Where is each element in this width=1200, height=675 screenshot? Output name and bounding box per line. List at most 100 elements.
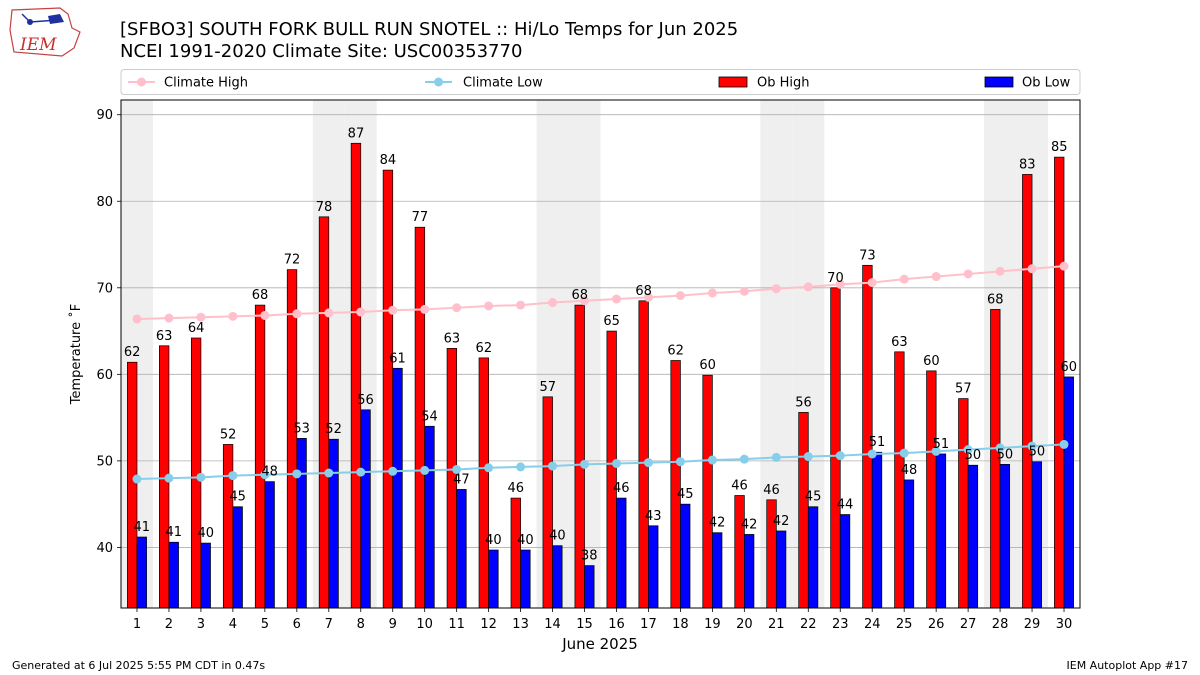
- grid-lines: [121, 114, 1080, 548]
- ob-low-label-3: 40: [197, 526, 214, 541]
- y-tick-label-70: 70: [96, 281, 113, 296]
- chart-title-line1: [SFBO3] SOUTH FORK BULL RUN SNOTEL :: Hi…: [120, 19, 738, 40]
- climate-low-point-4: [228, 471, 238, 481]
- ob-low-bar-5: [264, 481, 275, 609]
- ob-low-bar-4: [232, 506, 243, 609]
- climate-low-point-6: [292, 469, 302, 479]
- chart-title-line2: NCEI 1991-2020 Climate Site: USC00353770: [120, 41, 522, 62]
- ob-low-bar-16: [616, 497, 627, 609]
- climate-high-point-3: [196, 312, 206, 322]
- x-tick-label-20: 20: [736, 617, 753, 632]
- ob-high-label-26: 60: [923, 354, 940, 369]
- x-tick-label-24: 24: [864, 617, 881, 632]
- climate-low-point-16: [611, 458, 621, 468]
- bars: [127, 142, 1074, 609]
- ob-high-label-29: 83: [1019, 157, 1036, 172]
- climate-low-point-29: [1027, 441, 1037, 451]
- footer-app: IEM Autoplot App #17: [1067, 659, 1189, 672]
- x-tick-label-30: 30: [1056, 617, 1073, 632]
- x-axis-label: June 2025: [561, 635, 638, 653]
- ob-low-label-20: 42: [741, 517, 758, 532]
- ob-low-bar-18: [680, 503, 691, 609]
- ob-high-bar-16: [606, 330, 617, 609]
- ob-high-label-3: 64: [188, 321, 205, 336]
- ob-low-label-29: 50: [1029, 445, 1046, 460]
- climate-high-point-6: [292, 309, 302, 319]
- ob-high-label-5: 68: [252, 288, 269, 303]
- ob-high-label-15: 68: [571, 288, 588, 303]
- ob-high-bar-20: [734, 495, 745, 609]
- ob-low-bar-3: [200, 542, 211, 609]
- ob-low-label-6: 53: [293, 421, 310, 436]
- x-tick-label-5: 5: [261, 617, 269, 632]
- legend-frame: [120, 69, 1081, 95]
- x-tick-label-18: 18: [672, 617, 689, 632]
- x-tick-label-14: 14: [544, 617, 561, 632]
- ob-low-label-14: 40: [549, 529, 566, 544]
- ob-high-label-9: 84: [380, 153, 397, 168]
- ob-high-bar-26: [926, 370, 937, 609]
- ob-low-bar-1: [136, 536, 147, 609]
- climate-low-point-3: [196, 472, 206, 482]
- legend-climate-low-label: Climate Low: [463, 76, 543, 91]
- ob-high-bar-19: [702, 374, 713, 609]
- climate-low-point-10: [420, 465, 430, 475]
- ob-low-label-26: 51: [933, 437, 950, 452]
- ob-high-bar-29: [1022, 174, 1033, 609]
- ob-low-label-27: 50: [965, 448, 982, 463]
- y-axis-label: Temperature ˚F: [68, 304, 84, 405]
- climate-low-point-13: [516, 462, 526, 472]
- climate-low-point-17: [643, 458, 653, 468]
- ob-high-bar-13: [510, 497, 521, 609]
- plot-frame: [120, 99, 1081, 609]
- ob-high-bar-23: [830, 287, 841, 609]
- y-tick-label-50: 50: [96, 454, 113, 469]
- y-tick-label-90: 90: [96, 108, 113, 123]
- ob-high-bar-9: [382, 169, 394, 609]
- ob-high-bar-22: [798, 412, 809, 609]
- climate-low-point-7: [324, 468, 334, 478]
- ob-low-bar-15: [584, 565, 595, 609]
- ob-low-label-24: 51: [869, 435, 886, 450]
- ob-low-bar-9: [392, 367, 403, 609]
- ob-low-label-10: 54: [421, 409, 438, 424]
- ob-low-label-19: 42: [709, 516, 726, 531]
- climate-low-point-24: [867, 449, 877, 459]
- climate-low-point-25: [899, 448, 909, 458]
- y-tick-label-60: 60: [96, 368, 113, 383]
- ob-low-bar-28: [999, 463, 1011, 609]
- x-tick-label-28: 28: [992, 617, 1009, 632]
- climate-high-point-7: [324, 308, 334, 318]
- ob-low-label-22: 45: [805, 490, 822, 505]
- ob-high-label-27: 57: [955, 382, 972, 397]
- bar-labels: 62 41 63 41 64 40 52 45 68 48 72 53 78 52 87 56 84 61 77 54…: [124, 126, 1077, 563]
- x-tick-label-19: 19: [704, 617, 721, 632]
- climate-high-point-11: [452, 303, 462, 313]
- climate-high-point-15: [580, 296, 590, 306]
- ob-high-bar-4: [222, 444, 234, 609]
- climate-high-point-5: [260, 310, 270, 320]
- ob-low-label-12: 40: [485, 533, 502, 548]
- ob-high-label-22: 56: [795, 395, 812, 410]
- y-tick-label-40: 40: [96, 541, 113, 556]
- ob-low-bar-27: [967, 464, 979, 609]
- ob-low-bar-13: [520, 549, 531, 609]
- climate-high-point-22: [803, 282, 813, 292]
- y-tick-label-80: 80: [96, 195, 113, 210]
- x-tick-label-26: 26: [928, 617, 945, 632]
- ob-low-label-1: 41: [134, 520, 151, 535]
- ob-high-bar-3: [190, 337, 202, 609]
- ob-low-bar-25: [903, 479, 915, 609]
- legend-climate-high-dot: [137, 77, 146, 87]
- ob-low-bar-22: [807, 506, 819, 609]
- climate-low-point-14: [548, 461, 558, 471]
- ob-high-label-12: 62: [476, 341, 493, 356]
- climate-high-point-23: [835, 279, 845, 289]
- climate-high-point-27: [963, 269, 973, 279]
- ob-high-label-24: 73: [859, 248, 876, 263]
- ob-low-bar-2: [168, 541, 179, 609]
- x-tick-label-17: 17: [640, 617, 657, 632]
- ob-high-label-18: 62: [667, 343, 684, 358]
